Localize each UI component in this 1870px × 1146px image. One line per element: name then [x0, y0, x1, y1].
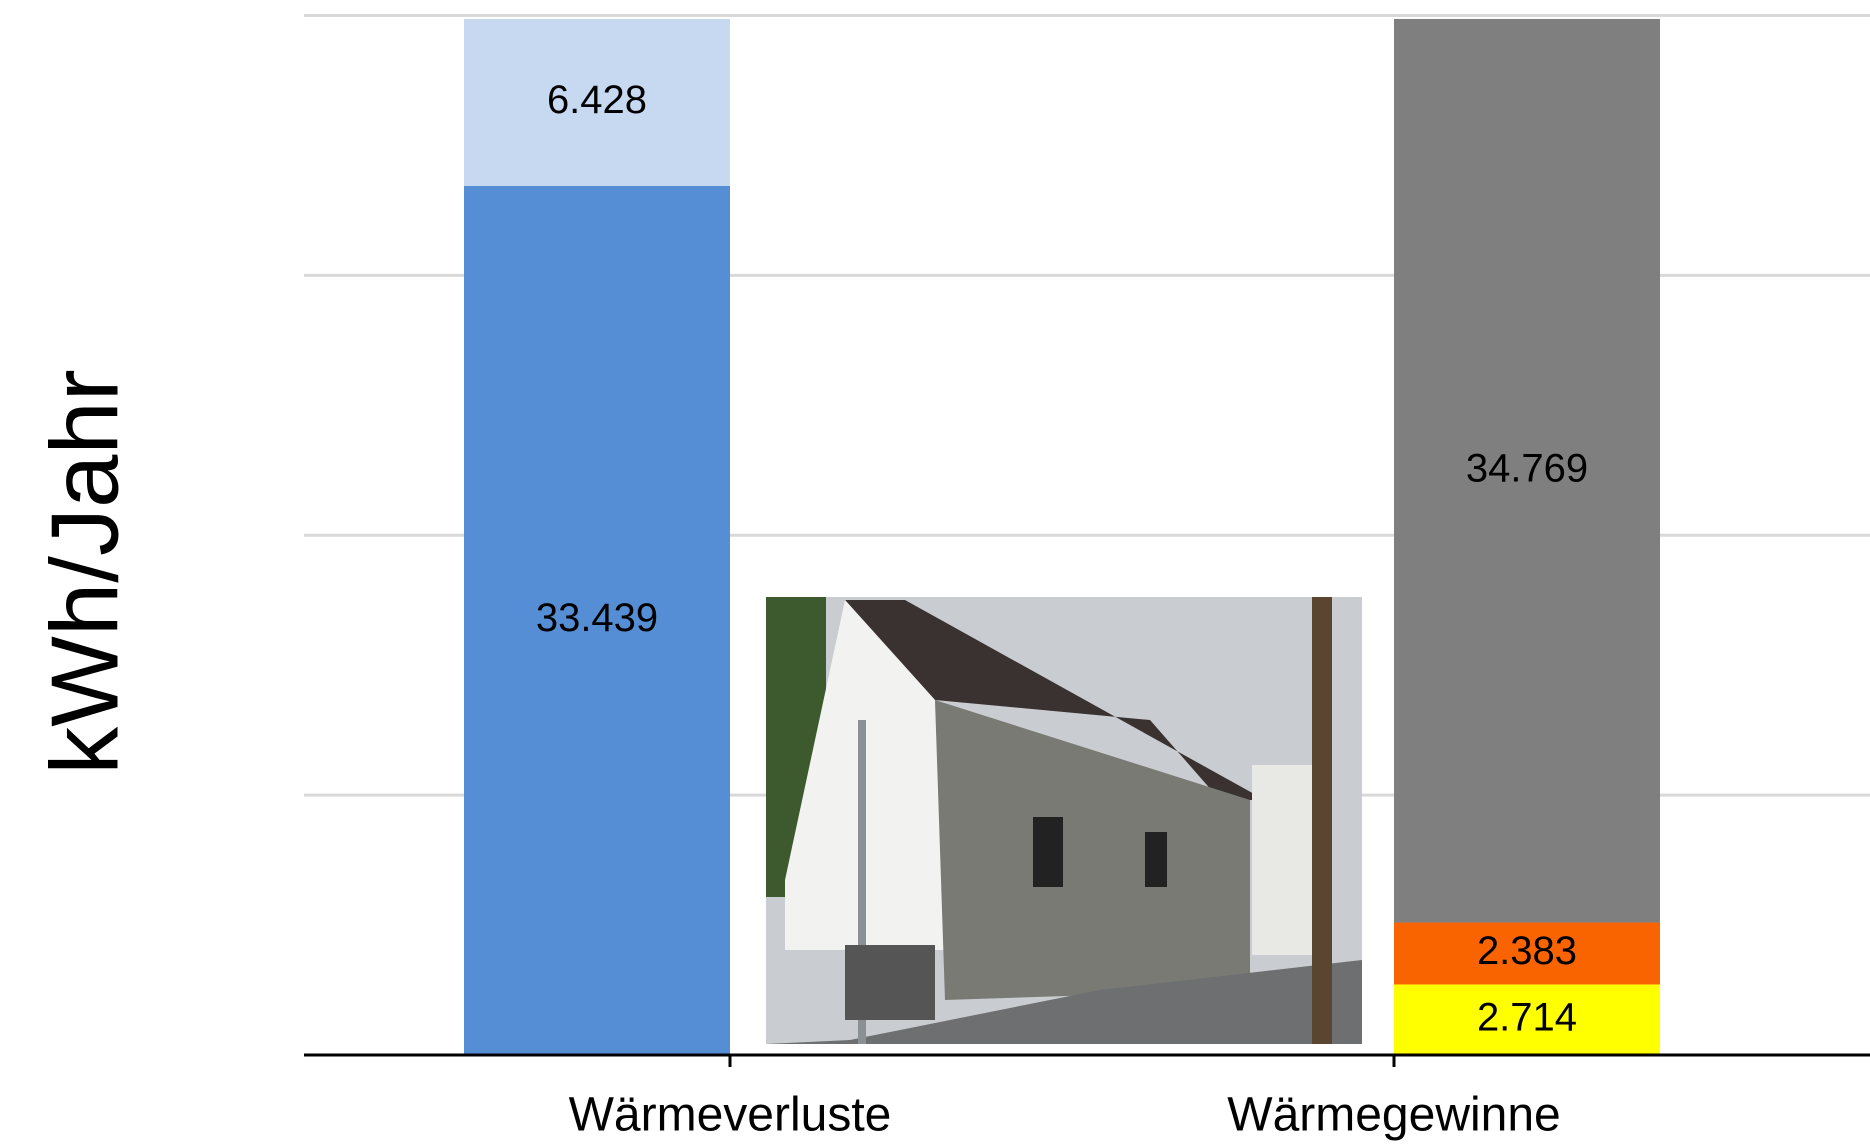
- bar-segment: [464, 18, 730, 187]
- pole: [1312, 597, 1332, 1044]
- bar-segment: [1394, 984, 1660, 1055]
- house-photo: [766, 597, 1362, 1044]
- value-label: 6.428: [547, 78, 647, 122]
- value-label: 2.383: [1477, 929, 1577, 973]
- bin: [845, 945, 935, 1020]
- y-axis-label: kWh/Jahr: [31, 369, 138, 774]
- stone-wall: [935, 700, 1250, 1000]
- value-label: 34.769: [1466, 446, 1588, 490]
- value-label: 2.714: [1477, 995, 1577, 1039]
- road: [766, 960, 1362, 1044]
- x-tick-label: Wärmeverluste: [569, 1089, 892, 1142]
- x-tick-label: Wärmegewinne: [1227, 1089, 1560, 1142]
- window: [1033, 817, 1063, 887]
- bar-segment: [1394, 18, 1660, 923]
- window: [1145, 832, 1167, 887]
- lamp-post: [858, 720, 866, 1044]
- bar-segment: [464, 186, 730, 1056]
- bar-segment: [1394, 922, 1660, 985]
- roof: [845, 600, 1265, 800]
- value-label: 33.439: [536, 596, 658, 640]
